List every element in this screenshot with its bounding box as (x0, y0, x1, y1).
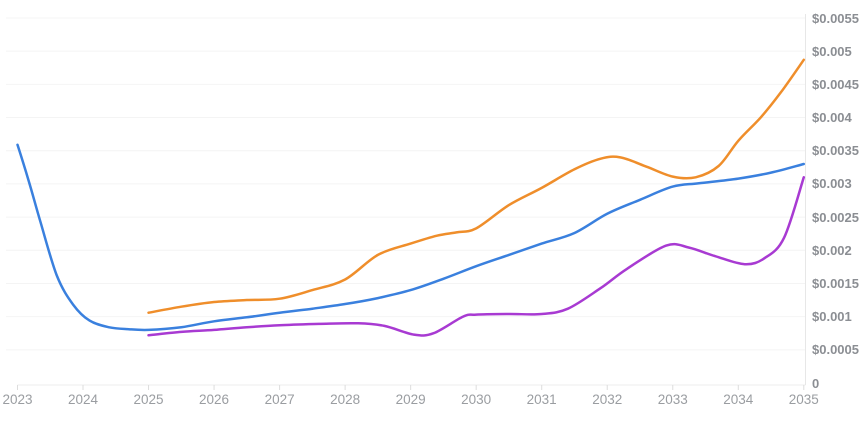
x-axis-label: 2032 (592, 392, 623, 407)
x-axis-label: 2023 (2, 392, 33, 407)
y-axis-label: $0.001 (812, 309, 852, 325)
y-axis-label: $0.0005 (812, 342, 859, 358)
x-axis-label: 2024 (67, 392, 99, 407)
y-axis-label: $0.0035 (812, 143, 859, 159)
y-axis-label: $0.004 (812, 110, 852, 126)
x-axis-label: 2026 (199, 392, 230, 407)
series-line-purple (147, 176, 806, 337)
x-axis-label: 2029 (395, 392, 426, 407)
x-axis-label: 2027 (264, 392, 295, 407)
y-axis-label: $0.0045 (812, 76, 859, 92)
y-axis-label: $0.0025 (812, 209, 859, 225)
series-line-orange (147, 58, 806, 314)
x-axis-label: 2025 (133, 392, 164, 407)
y-axis-label: $0.005 (812, 43, 852, 59)
x-axis-label: 2031 (526, 392, 557, 407)
y-axis-label: $0.003 (812, 176, 852, 192)
y-axis-label: $0.0055 (812, 10, 859, 26)
x-axis-label: 2028 (330, 392, 361, 407)
y-axis-label: 0 (812, 375, 820, 391)
x-axis-label: 2035 (788, 392, 819, 407)
x-axis-label: 2030 (461, 392, 492, 407)
y-axis-label: $0.002 (812, 242, 852, 258)
series-line-blue (16, 143, 806, 332)
x-axis-label: 2033 (657, 392, 688, 407)
y-axis-label: $0.0015 (812, 275, 859, 291)
x-axis-label: 2034 (723, 392, 754, 407)
